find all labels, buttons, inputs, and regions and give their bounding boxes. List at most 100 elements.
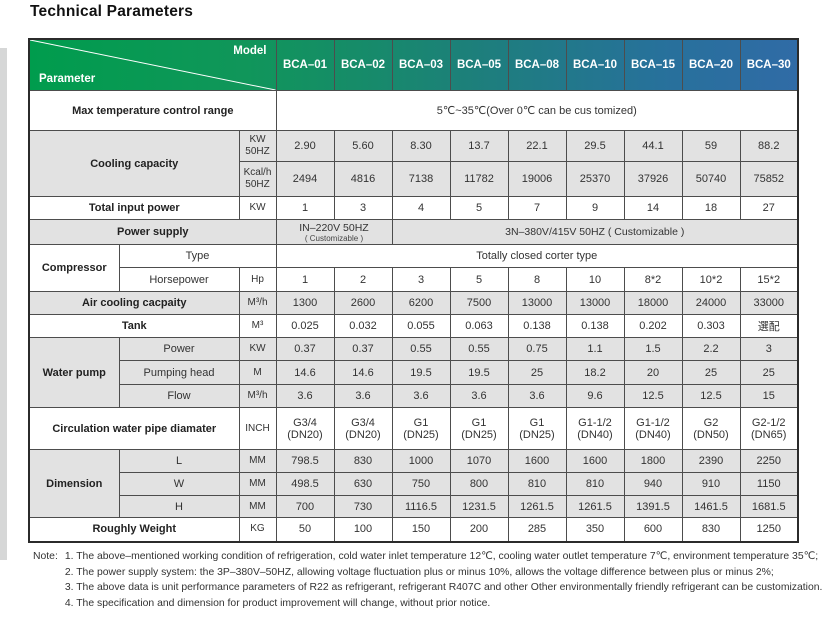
table-header-row: Model Parameter BCA–01 BCA–02 BCA–03 BCA–05… xyxy=(28,38,799,91)
model-parameter-header-cell: Model Parameter xyxy=(28,38,277,91)
table-cell: 9 xyxy=(565,196,625,220)
parameters-table: Model Parameter BCA–01 BCA–02 BCA–03 BCA–05… xyxy=(28,38,799,543)
table-cell: Power supply xyxy=(28,219,277,245)
table-cell: Hp xyxy=(238,267,277,292)
note-item: 3. The above data is unit performance pa… xyxy=(64,582,823,593)
table-cell: 37926 xyxy=(623,161,683,197)
table-cell: 1600 xyxy=(507,449,567,473)
table-cell: 1461.5 xyxy=(681,495,741,518)
table-cell: 0.063 xyxy=(449,314,509,338)
table-cell: 5 xyxy=(449,267,509,292)
model-header-cell: BCA–08 xyxy=(507,38,567,91)
table-cell: 2494 xyxy=(275,161,335,197)
model-header-cell: BCA–05 xyxy=(449,38,509,91)
model-header-cell: BCA–30 xyxy=(739,38,799,91)
model-header-cell: BCA–02 xyxy=(333,38,393,91)
table-cell: 19.5 xyxy=(391,360,451,385)
table-cell: 59 xyxy=(681,130,741,162)
model-header-label: Model xyxy=(233,45,267,57)
table-cell: 7 xyxy=(507,196,567,220)
table-cell: Max temperature control range xyxy=(28,90,277,131)
page-edge-strip xyxy=(0,48,7,560)
table-cell: 0.303 xyxy=(681,314,741,338)
model-header-cell: BCA–10 xyxy=(565,38,625,91)
parameter-header-label: Parameter xyxy=(39,73,96,85)
table-cell: 10*2 xyxy=(681,267,741,292)
table-cell: 2.90 xyxy=(275,130,335,162)
note-item: 4. The specification and dimension for p… xyxy=(64,597,491,609)
table-cell: Type xyxy=(118,244,277,268)
table-cell: 24000 xyxy=(681,291,741,315)
table-cell: 50740 xyxy=(681,161,741,197)
table-cell: 1800 xyxy=(623,449,683,473)
table-cell: 15*2 xyxy=(739,267,799,292)
table-cell: Tank xyxy=(28,314,240,338)
table-row: W MM 498.5 630 750 800 810 810 940 910 1150 xyxy=(29,472,799,496)
table-cell: 0.138 xyxy=(565,314,625,338)
diagonal-divider-line xyxy=(30,40,275,90)
table-cell: KG xyxy=(238,517,277,542)
table-cell: 910 xyxy=(681,472,741,496)
table-cell: IN–220V 50HZ( Customizable ) xyxy=(275,219,393,245)
table-cell: W xyxy=(118,472,240,496)
table-cell: L xyxy=(118,449,240,473)
table-cell: 15 xyxy=(739,384,799,408)
table-row: Kcal/h 50HZ 2494 4816 7138 11782 19006 25370 37… xyxy=(29,161,799,197)
table-cell: Flow xyxy=(118,384,240,408)
table-cell: Totally closed corter type xyxy=(275,244,799,268)
table-cell: 25 xyxy=(507,360,567,385)
table-cell: M xyxy=(238,360,277,385)
table-cell: G1 (DN25) xyxy=(507,407,567,450)
table-cell: Water pump xyxy=(28,337,120,408)
table-cell: 2250 xyxy=(739,449,799,473)
table-cell: MM xyxy=(238,495,277,518)
table-cell: Dimension xyxy=(28,449,120,518)
table-cell: 810 xyxy=(565,472,625,496)
table-cell: 1250 xyxy=(739,517,799,542)
table-cell: 700 xyxy=(275,495,335,518)
table-cell: G1-1/2 (DN40) xyxy=(565,407,625,450)
table-cell: 13.7 xyxy=(449,130,509,162)
table-cell: 14.6 xyxy=(333,360,393,385)
table-row: Tank M³ 0.025 0.032 0.055 0.063 0.138 0.138 0.20… xyxy=(28,314,799,338)
table-cell: 18.2 xyxy=(565,360,625,385)
table-cell: 350 xyxy=(565,517,625,542)
table-cell: 830 xyxy=(681,517,741,542)
notes-list: 1. The above–mentioned working condition… xyxy=(65,549,825,611)
table-cell: Roughly Weight xyxy=(28,517,240,542)
table-cell: 14.6 xyxy=(275,360,335,385)
table-cell: KW xyxy=(238,337,277,361)
table-cell: 3.6 xyxy=(507,384,567,408)
table-cell: 5 xyxy=(449,196,509,220)
table-cell: 3.6 xyxy=(391,384,451,408)
table-row: Pumping head M 14.6 14.6 19.5 19.5 25 18.2 20 25 2… xyxy=(29,360,799,385)
table-cell: G2-1/2 (DN65) xyxy=(739,407,799,450)
table-cell: H xyxy=(118,495,240,518)
table-cell: 0.032 xyxy=(333,314,393,338)
table-cell: 18000 xyxy=(623,291,683,315)
table-cell: Circulation water pipe diamater xyxy=(28,407,240,450)
table-cell: 750 xyxy=(391,472,451,496)
table-cell: 1261.5 xyxy=(565,495,625,518)
table-cell: 22.1 xyxy=(507,130,567,162)
table-cell: 11782 xyxy=(449,161,509,197)
table-cell: 200 xyxy=(449,517,509,542)
table-cell: 730 xyxy=(333,495,393,518)
table-cell: Kcal/h 50HZ xyxy=(238,161,277,197)
table-cell: Horsepower xyxy=(118,267,240,292)
note-item: 1. The above–mentioned working condition… xyxy=(64,551,819,562)
table-cell: Total input power xyxy=(28,196,240,220)
table-cell: 27 xyxy=(739,196,799,220)
table-cell: 0.025 xyxy=(275,314,335,338)
table-cell: 1000 xyxy=(391,449,451,473)
table-cell: 9.6 xyxy=(565,384,625,408)
table-cell: 1300 xyxy=(275,291,335,315)
table-cell: 1681.5 xyxy=(739,495,799,518)
table-cell: G3/4 (DN20) xyxy=(275,407,335,450)
table-cell: 800 xyxy=(449,472,509,496)
table-cell: 0.37 xyxy=(333,337,393,361)
table-cell: 3.6 xyxy=(449,384,509,408)
page-title: Technical Parameters xyxy=(30,3,194,20)
table-cell: 0.37 xyxy=(275,337,335,361)
table-cell: 798.5 xyxy=(275,449,335,473)
